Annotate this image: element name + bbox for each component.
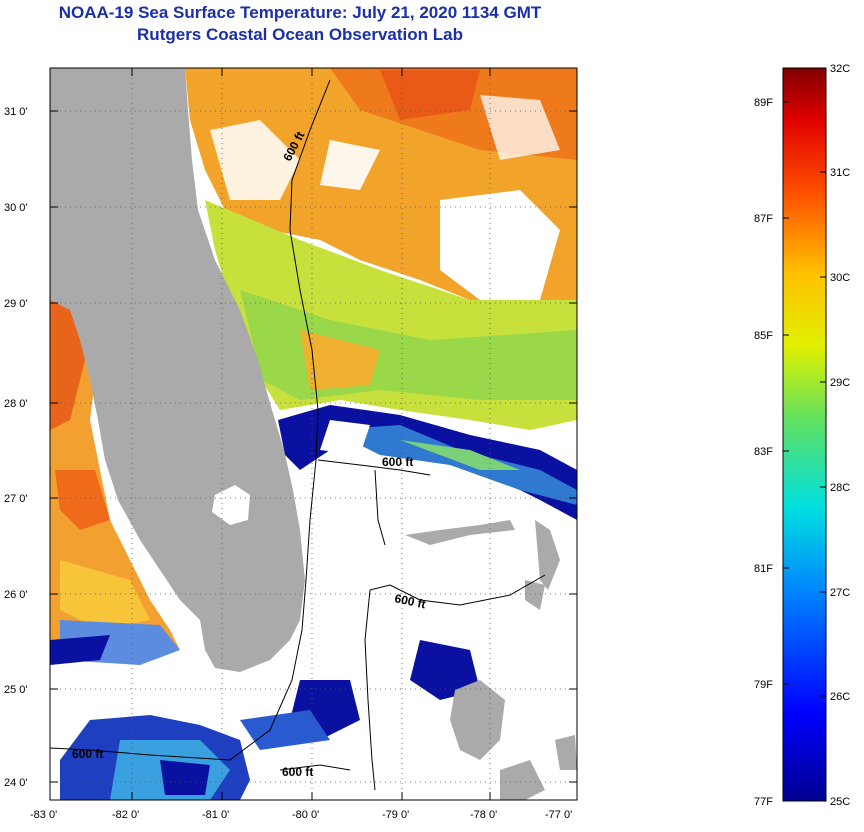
sst-gulf [50, 285, 180, 655]
colorbar-c-label: 30C [830, 272, 850, 284]
lat-label: 25 0' [4, 684, 28, 696]
lon-label: -77 0' [545, 809, 572, 821]
lon-label: -80 0' [292, 809, 319, 821]
lat-labels: 31 0' 30 0' 29 0' 28 0' 27 0' 26 0' 25 0… [4, 106, 28, 789]
colorbar-c-label: 27C [830, 587, 850, 599]
colorbar-gradient [782, 67, 827, 802]
land-abaco [535, 520, 560, 590]
lon-label: -81 0' [202, 809, 229, 821]
map-subtitle: Rutgers Coastal Ocean Observation Lab [137, 25, 463, 44]
frame-ticks [50, 68, 577, 800]
lat-label: 30 0' [4, 202, 28, 214]
lon-label: -82 0' [112, 809, 139, 821]
contours-600ft [49, 79, 546, 791]
colorbar-f-label: 79F [754, 679, 773, 691]
graticule [50, 68, 577, 800]
lon-label: -79 0' [382, 809, 409, 821]
lon-labels: -83 0' -82 0' -81 0' -80 0' -79 0' -78 0… [30, 809, 572, 821]
contour-label-east: 600 ft [393, 591, 427, 611]
colorbar-c-label: 26C [830, 691, 850, 703]
map-frame [49, 67, 578, 801]
colorbar: 32C 31C 30C 29C 28C 27C 26C 25C 89F 87F … [754, 63, 850, 808]
contour-label-middle: 600 ft [382, 455, 413, 469]
lon-label: -78 0' [470, 809, 497, 821]
contour-label-west: 600 ft [72, 747, 103, 761]
lat-label: 29 0' [4, 298, 28, 310]
colorbar-f-label: 81F [754, 563, 773, 575]
land-andros [450, 680, 505, 760]
colorbar-c-label: 31C [830, 167, 850, 179]
colorbar-c-label: 25C [830, 796, 850, 808]
lat-label: 27 0' [4, 493, 28, 505]
lat-label: 31 0' [4, 106, 28, 118]
map-title: NOAA-19 Sea Surface Temperature: July 21… [58, 3, 542, 22]
lat-label: 26 0' [4, 589, 28, 601]
map-layers [50, 68, 577, 800]
colorbar-f-label: 87F [754, 213, 773, 225]
contour-label-south: 600 ft [282, 765, 313, 779]
lat-label: 28 0' [4, 398, 28, 410]
colorbar-f-label: 89F [754, 97, 773, 109]
colorbar-c-label: 28C [830, 482, 850, 494]
colorbar-f-label: 83F [754, 446, 773, 458]
colorbar-f-label: 85F [754, 330, 773, 342]
lat-label: 24 0' [4, 777, 28, 789]
colorbar-f-label: 77F [754, 796, 773, 808]
colorbar-c-label: 29C [830, 377, 850, 389]
lake-okeechobee [212, 485, 250, 525]
land-grand-bahama [405, 520, 515, 545]
lon-label: -83 0' [30, 809, 57, 821]
colorbar-c-label: 32C [830, 63, 850, 75]
